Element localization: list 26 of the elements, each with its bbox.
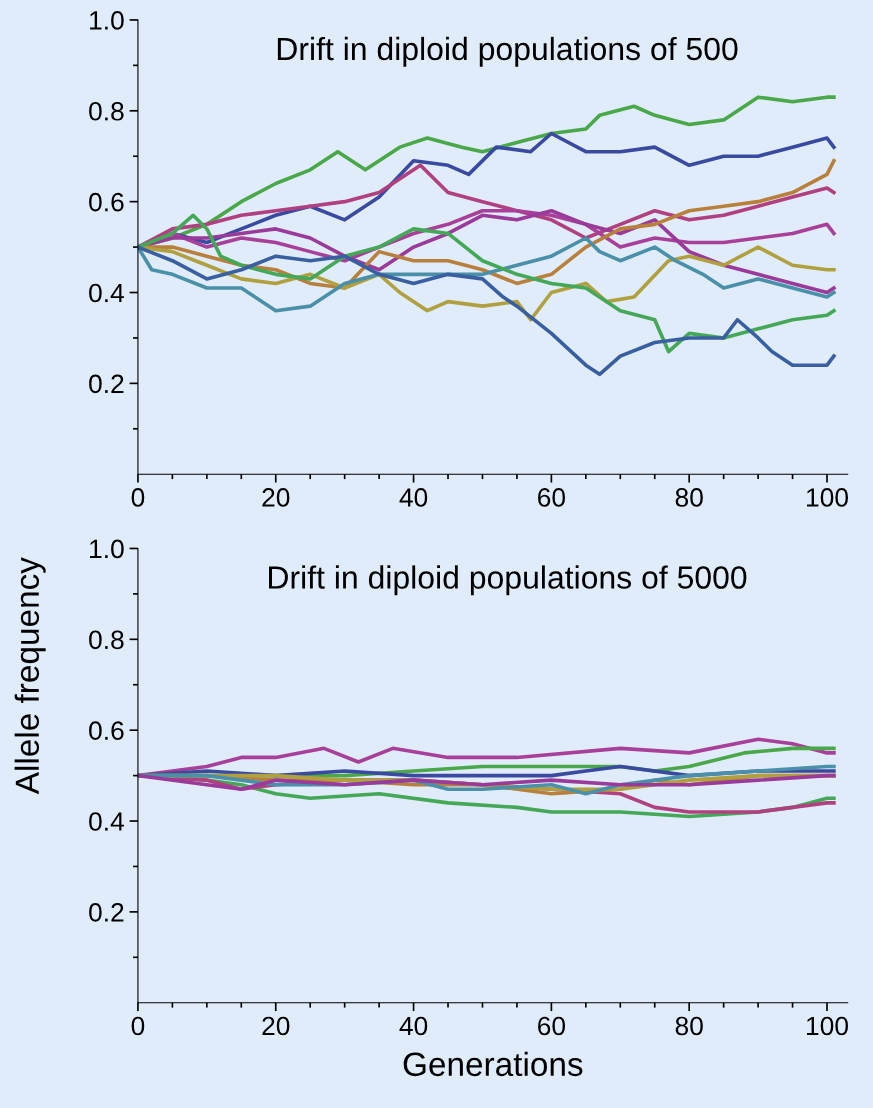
x-tick-label: 20 [262,488,290,507]
x-tick-label: 40 [399,488,428,507]
x-tick-label: 0 [131,1016,145,1036]
x-tick-label: 60 [538,1016,566,1036]
y-tick-label: 0.8 [89,101,124,121]
x-tick-label: 80 [675,1016,703,1036]
x-tick-label: 0 [131,488,145,507]
y-tick-label: 0.6 [89,721,124,740]
y-tick-label: 0.8 [89,630,124,650]
chart-title: Drift in diploid populations of 5000 [269,565,747,596]
y-tick-label: 1.0 [90,11,124,30]
y-tick-label: 0.2 [89,374,124,394]
x-axis-title: Generations [403,1051,583,1077]
y-tick-label: 0.4 [89,812,124,831]
x-tick-label: 100 [807,1016,848,1036]
x-tick-label: 80 [675,488,703,507]
y-tick-label: 1.0 [90,539,124,559]
y-tick-label: 0.2 [89,903,124,922]
x-tick-label: 40 [399,1016,428,1036]
x-tick-label: 100 [807,488,848,507]
chart-title: Drift in diploid populations of 500 [277,36,738,67]
y-tick-label: 0.6 [89,192,124,212]
x-tick-label: 20 [262,1016,290,1036]
x-tick-label: 60 [538,488,566,507]
y-axis-title: Allele frequency [14,557,46,795]
y-tick-label: 0.4 [89,283,124,303]
